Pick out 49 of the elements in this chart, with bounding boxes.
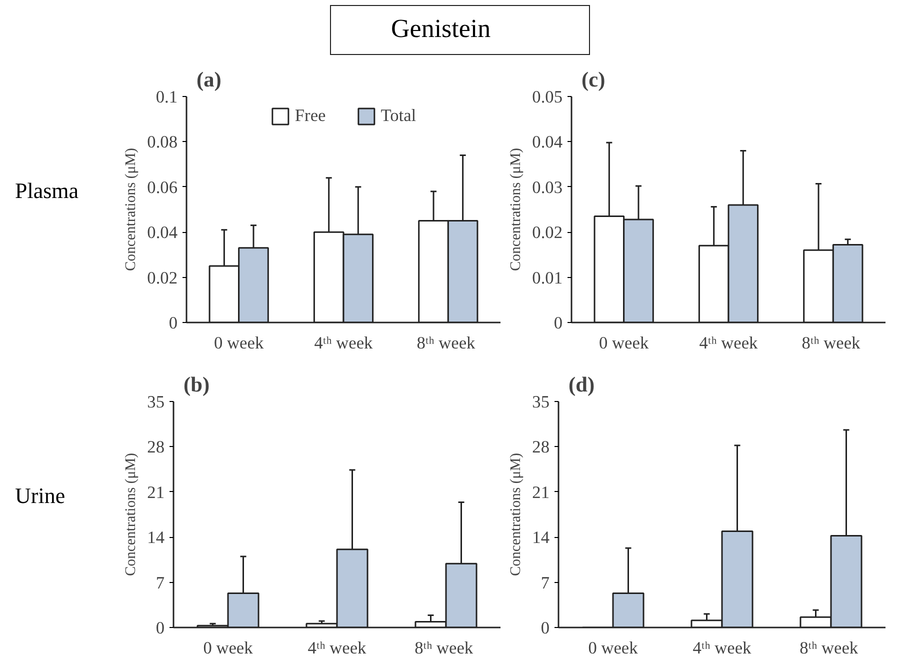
chart-title: (c)	[582, 68, 606, 92]
x-tick-label: 8ᵗʰ week	[802, 334, 861, 352]
y-tick-label: 28	[147, 438, 164, 457]
y-tick-label: 7	[540, 573, 550, 592]
y-tick-label: 0.08	[147, 132, 178, 152]
y-tick-label: 0.05	[532, 88, 563, 106]
y-tick-label: 0	[540, 618, 550, 638]
y-tick-label: 0	[156, 618, 165, 638]
chart-title: (b)	[184, 372, 210, 396]
legend-label: Total	[380, 106, 416, 126]
y-tick-label: 14	[532, 528, 550, 548]
x-tick-label: 0 week	[203, 638, 254, 658]
x-tick-label: 0 week	[599, 334, 649, 352]
text: Plasma	[15, 177, 79, 205]
y-tick-label: 7	[156, 573, 165, 592]
x-tick-label: 4ᵗʰ week	[692, 638, 752, 658]
y-axis-title: Concentrations (μM)	[123, 452, 140, 576]
y-tick-label: 0.04	[532, 132, 563, 152]
y-tick-label: 0	[168, 314, 178, 332]
x-tick-label: 4ᵗʰ week	[308, 638, 367, 658]
x-tick-label: 4ᵗʰ week	[314, 334, 374, 352]
y-tick-label: 0.1	[156, 88, 178, 106]
y-axis-title: Concentrations (μM)	[508, 452, 524, 576]
text: Urine	[15, 482, 66, 510]
y-axis-title: Concentrations (μM)	[123, 148, 140, 272]
y-tick-label: 0.03	[532, 178, 563, 197]
y-tick-label: 0.02	[147, 268, 178, 288]
y-tick-label: 21	[532, 482, 550, 502]
y-tick-label: 14	[147, 528, 165, 548]
y-tick-label: 35	[147, 392, 164, 412]
legend-label: Free	[294, 106, 326, 126]
x-tick-label: 8ᵗʰ week	[414, 638, 474, 658]
x-tick-label: 8ᵗʰ week	[416, 334, 476, 352]
chart-title: (a)	[196, 68, 222, 92]
x-tick-label: 0 week	[588, 638, 638, 658]
y-tick-label: 0	[554, 314, 563, 332]
y-tick-label: 0.06	[147, 178, 178, 197]
chart-title: (d)	[568, 372, 595, 396]
y-tick-label: 21	[147, 482, 164, 502]
text: Genistein	[391, 13, 491, 45]
x-tick-label: 8ᵗʰ week	[800, 638, 858, 658]
y-tick-label: 0.01	[532, 268, 563, 288]
y-tick-label: 0.02	[532, 223, 563, 242]
y-tick-label: 35	[532, 392, 550, 412]
x-tick-label: 4ᵗʰ week	[699, 334, 758, 352]
y-tick-label: 28	[532, 438, 550, 457]
y-tick-label: 0.04	[147, 223, 178, 242]
y-axis-title: Concentrations (μM)	[508, 148, 524, 272]
x-tick-label: 0 week	[214, 334, 264, 352]
